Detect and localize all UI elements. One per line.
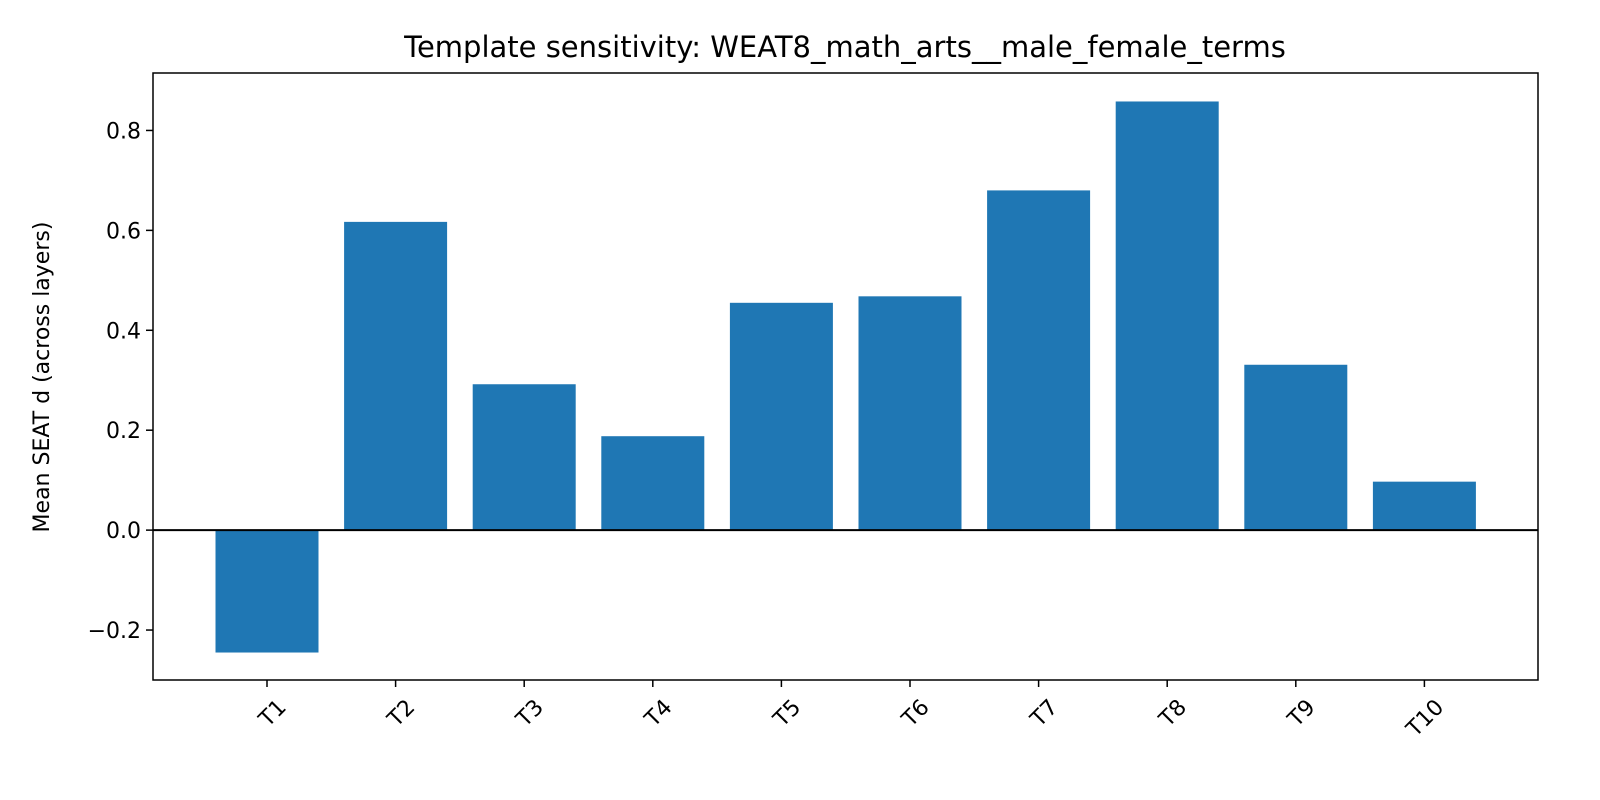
y-tick-label: −0.2: [88, 619, 141, 644]
x-tick-label: T5: [768, 695, 806, 733]
x-tick-label: T10: [1401, 695, 1449, 743]
bar-t8: [1115, 101, 1219, 531]
bar-t6: [858, 296, 962, 531]
chart-title: Template sensitivity: WEAT8_math_arts__m…: [403, 30, 1286, 64]
x-tick-label: T9: [1283, 695, 1321, 733]
x-tick-label: T3: [511, 695, 549, 733]
bar-t3: [472, 384, 576, 531]
y-axis-label: Mean SEAT d (across layers): [30, 222, 55, 533]
y-tick-label: 0.8: [106, 119, 141, 144]
bar-t7: [987, 190, 1091, 531]
bar-t9: [1244, 364, 1348, 531]
bars-group: [215, 101, 1476, 653]
bar-t4: [601, 436, 705, 531]
bar-t5: [729, 302, 833, 531]
x-axis: T1 T2 T3 T4 T5 T6 T7 T8 T9 T10: [254, 680, 1449, 743]
y-tick-label: 0.6: [106, 219, 141, 244]
y-tick-label: 0.4: [106, 319, 141, 344]
x-tick-label: T7: [1026, 695, 1064, 733]
bar-t10: [1372, 481, 1476, 531]
x-tick-label: T1: [254, 695, 292, 733]
y-tick-label: 0.2: [106, 419, 141, 444]
x-tick-label: T2: [383, 695, 421, 733]
y-axis: −0.2 0.0 0.2 0.4 0.6 0.8: [88, 119, 153, 644]
plot-frame: [152, 72, 1539, 681]
y-tick-label: 0.0: [106, 519, 141, 544]
x-tick-label: T8: [1154, 695, 1192, 733]
x-tick-label: T6: [897, 695, 935, 733]
bar-t2: [344, 221, 448, 531]
x-tick-label: T4: [640, 695, 678, 733]
bar-t1: [215, 530, 319, 653]
